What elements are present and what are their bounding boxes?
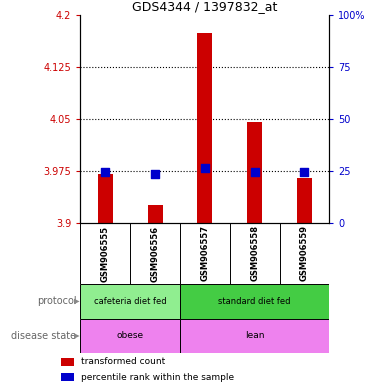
Point [102,169,108,175]
Text: GSM906556: GSM906556 [151,225,160,281]
Text: obese: obese [117,331,144,341]
Bar [198,33,212,223]
Point [152,171,158,177]
Text: GSM906559: GSM906559 [300,225,309,281]
Point [301,169,308,175]
Text: GSM906555: GSM906555 [101,225,110,281]
Bar [61,358,74,366]
Text: transformed count: transformed count [81,358,165,366]
Point [202,165,208,171]
Text: percentile rank within the sample: percentile rank within the sample [81,373,234,382]
Bar [80,319,180,353]
Bar [148,205,162,223]
Bar [61,373,74,381]
Bar [180,319,329,353]
Bar [80,284,180,319]
Text: cafeteria diet fed: cafeteria diet fed [94,297,167,306]
Bar [98,174,113,223]
Text: GSM906558: GSM906558 [250,225,259,281]
Bar [180,284,329,319]
Point [252,169,258,175]
Bar [247,122,262,223]
Bar [297,178,312,223]
Text: standard diet fed: standard diet fed [218,297,291,306]
Text: GSM906557: GSM906557 [200,225,210,281]
Title: GDS4344 / 1397832_at: GDS4344 / 1397832_at [132,0,278,13]
Text: protocol: protocol [37,296,77,306]
Text: disease state: disease state [11,331,77,341]
Text: lean: lean [245,331,264,341]
